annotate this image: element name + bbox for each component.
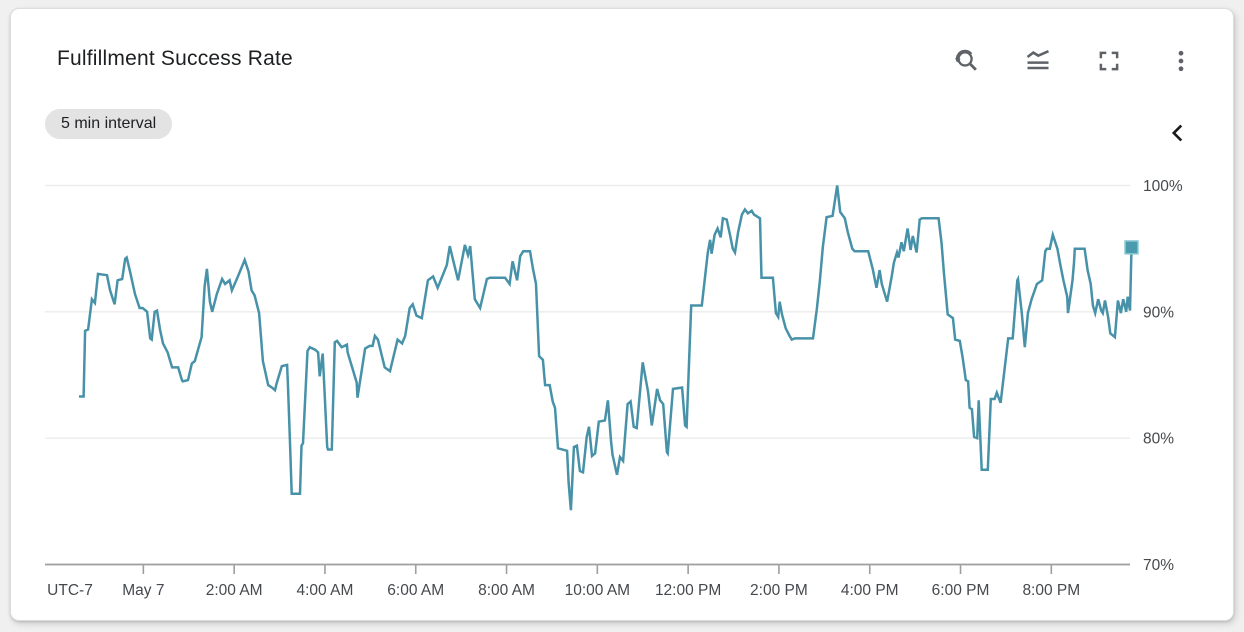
fulfillment-success-rate-series — [79, 185, 1133, 511]
fullscreen-button[interactable] — [1089, 42, 1129, 82]
y-tick-label: 80% — [1143, 431, 1174, 448]
chart-card — [10, 8, 1234, 621]
magnifier-undo-icon — [952, 47, 980, 78]
y-tick-label: 90% — [1143, 304, 1174, 321]
zoom-reset-button[interactable] — [946, 42, 986, 82]
chart-mode-button[interactable] — [1018, 42, 1058, 82]
collapse-panel-button[interactable] — [1160, 116, 1196, 152]
y-tick-label: 70% — [1143, 557, 1174, 574]
x-tick-label: May 7 — [122, 582, 164, 599]
x-tick-label: 10:00 AM — [565, 582, 631, 599]
x-tick-label: 8:00 AM — [478, 582, 535, 599]
chart-title: Fulfillment Success Rate — [57, 47, 293, 70]
timezone-label: UTC-7 — [47, 582, 93, 599]
x-tick-label: 8:00 PM — [1022, 582, 1080, 599]
chevron-left-icon — [1163, 118, 1193, 151]
x-tick-label: 2:00 AM — [206, 582, 263, 599]
interval-chip-label: 5 min interval — [61, 115, 157, 132]
stacked-line-chart-icon — [1024, 47, 1052, 78]
interval-chip: 5 min interval — [45, 109, 173, 139]
fullscreen-icon — [1096, 48, 1122, 77]
kebab-menu-icon — [1168, 48, 1194, 77]
x-tick-label: 6:00 AM — [387, 582, 444, 599]
x-tick-label: 2:00 PM — [750, 582, 808, 599]
latest-value-marker — [1124, 240, 1139, 255]
x-tick-label: 6:00 PM — [932, 582, 990, 599]
x-tick-label: 12:00 PM — [655, 582, 721, 599]
more-options-button[interactable] — [1161, 42, 1201, 82]
y-tick-label: 100% — [1143, 178, 1183, 195]
x-tick-label: 4:00 AM — [297, 582, 354, 599]
x-tick-label: 4:00 PM — [841, 582, 899, 599]
